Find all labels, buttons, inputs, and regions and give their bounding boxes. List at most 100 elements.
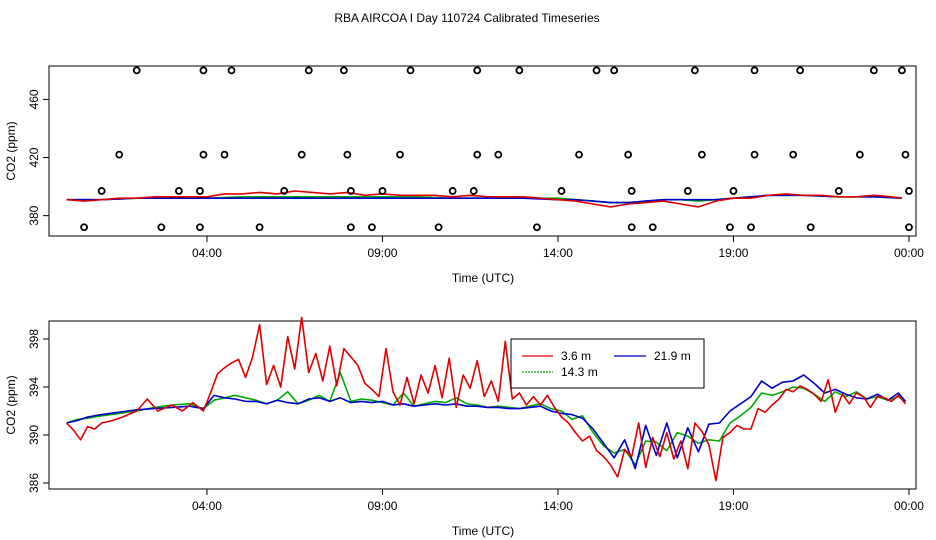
legend-label-14-3m: 14.3 m <box>561 365 598 379</box>
calibration-point <box>515 66 524 75</box>
top-y-axis: 380 420 460 <box>27 89 49 226</box>
calibration-point <box>115 150 124 159</box>
calibration-point <box>750 150 759 159</box>
calibration-point <box>396 150 404 159</box>
calibration-point <box>469 187 478 195</box>
calibration-point <box>473 66 482 75</box>
calibration-point <box>343 150 352 159</box>
calibration-point <box>789 150 798 159</box>
calibration-point <box>869 66 878 75</box>
calibration-point <box>80 223 89 232</box>
calibration-point <box>378 187 387 195</box>
bottom-chart: 04:00 09:00 14:00 19:00 00:00 386 390 394 398 T… <box>4 316 924 538</box>
legend-box <box>510 338 705 389</box>
bottom-y-tick-label: 386 <box>27 473 41 493</box>
calibration-point <box>627 223 636 232</box>
calibration-point <box>196 187 204 195</box>
top-series-group <box>66 190 903 208</box>
calibration-point <box>339 66 348 75</box>
calibration-point <box>729 187 738 195</box>
calibration-point <box>174 187 183 195</box>
top-x-tick-label: 14:00 <box>543 246 573 260</box>
calibration-point <box>575 150 583 159</box>
calibration-point <box>533 223 541 232</box>
calibration-point <box>132 66 141 75</box>
bottom-series-group <box>66 316 907 482</box>
calibration-point <box>473 150 482 159</box>
calibration-point <box>494 150 503 159</box>
bottom-x-axis: 04:00 09:00 14:00 19:00 00:00 <box>192 489 924 513</box>
calibration-point <box>901 150 910 159</box>
calibration-point <box>806 223 815 232</box>
bottom-x-tick-label: 14:00 <box>543 499 573 513</box>
calibration-point <box>592 66 601 75</box>
calibration-point <box>448 187 457 195</box>
calibration-point <box>648 223 657 232</box>
calibration-point <box>834 187 843 195</box>
legend: 3.6 m 21.9 m 14.3 m <box>510 338 705 389</box>
legend-label-21-9m: 21.9 m <box>654 349 691 363</box>
bottom-y-tick-label: 398 <box>27 329 41 349</box>
top-calibration-markers <box>80 66 913 232</box>
top-y-tick-label: 420 <box>27 147 41 167</box>
calibration-point <box>750 66 759 75</box>
calibration-point <box>406 66 415 75</box>
calibration-point <box>796 66 805 75</box>
top-x-tick-label: 09:00 <box>367 246 397 260</box>
calibration-point <box>855 150 864 159</box>
top-series-line-21-9-m <box>66 194 903 204</box>
calibration-point <box>905 187 913 195</box>
calibration-point <box>346 223 355 232</box>
calibration-point <box>297 150 306 159</box>
bottom-series-line-21-9-m <box>66 374 907 470</box>
calibration-point <box>227 66 236 75</box>
calibration-point <box>255 223 264 232</box>
calibration-point <box>157 223 166 232</box>
top-y-tick-label: 380 <box>27 205 41 225</box>
calibration-point <box>199 66 208 75</box>
bottom-x-axis-title: Time (UTC) <box>452 524 514 538</box>
bottom-series-line-14-3-m <box>66 371 906 466</box>
calibration-point <box>557 187 566 195</box>
top-x-axis: 04:00 09:00 14:00 19:00 00:00 <box>192 236 924 260</box>
bottom-plot-frame <box>48 320 917 490</box>
top-series-line-3-6-m <box>66 190 903 208</box>
top-plot-frame <box>48 65 917 237</box>
calibration-point <box>610 66 619 75</box>
calibration-point <box>304 66 313 75</box>
calibration-point <box>97 187 106 195</box>
calibration-point <box>368 223 376 232</box>
calibration-point <box>624 150 633 159</box>
calibration-point <box>905 223 913 232</box>
calibration-point <box>199 150 208 159</box>
calibration-point <box>220 150 229 159</box>
calibration-point <box>627 187 636 195</box>
bottom-y-axis: 386 390 394 398 <box>27 329 49 493</box>
legend-label-3-6m: 3.6 m <box>561 349 591 363</box>
bottom-x-tick-label: 00:00 <box>894 499 924 513</box>
top-y-axis-title: CO2 (ppm) <box>4 121 18 180</box>
top-chart: 04:00 09:00 14:00 19:00 00:00 380 420 460 Time… <box>4 65 924 285</box>
calibration-point <box>726 223 734 232</box>
calibration-point <box>683 187 692 195</box>
bottom-y-axis-title: CO2 (ppm) <box>4 375 18 434</box>
calibration-point <box>196 223 204 232</box>
calibration-point <box>280 187 289 195</box>
bottom-y-tick-label: 390 <box>27 425 41 445</box>
bottom-x-tick-label: 04:00 <box>192 499 222 513</box>
calibration-point <box>898 66 906 75</box>
bottom-x-tick-label: 19:00 <box>718 499 748 513</box>
bottom-x-tick-label: 09:00 <box>367 499 397 513</box>
calibration-point <box>346 187 355 195</box>
calibration-point <box>434 223 443 232</box>
top-x-tick-label: 04:00 <box>192 246 222 260</box>
calibration-point <box>697 150 706 159</box>
top-x-tick-label: 19:00 <box>718 246 748 260</box>
top-y-tick-label: 460 <box>27 89 41 109</box>
figure-title: RBA AIRCOA I Day 110724 Calibrated Times… <box>334 11 599 25</box>
calibration-point <box>690 66 699 75</box>
bottom-y-tick-label: 394 <box>27 377 41 397</box>
bottom-series-line-3-6-m <box>66 316 907 482</box>
top-x-tick-label: 00:00 <box>894 246 924 260</box>
